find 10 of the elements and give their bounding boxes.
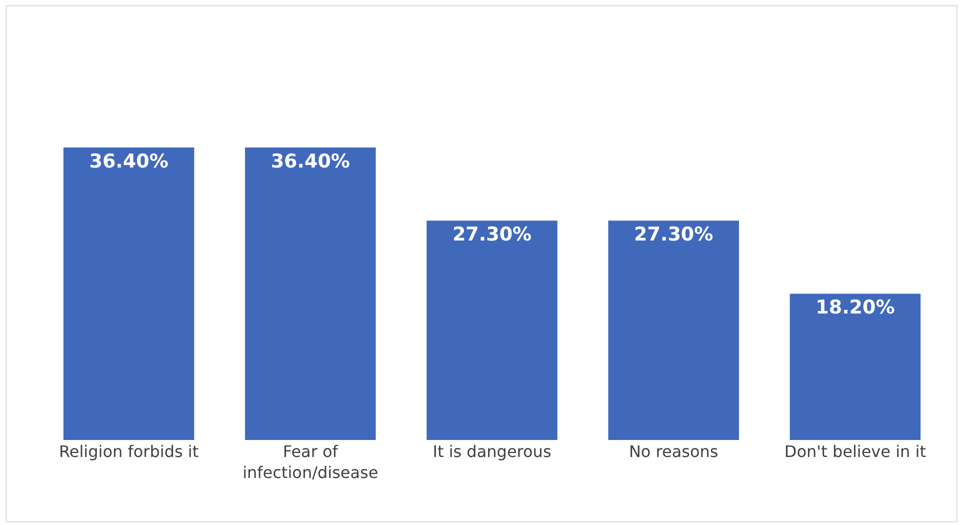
data-label: 27.30% [452, 224, 532, 246]
data-label: 27.30% [634, 224, 714, 246]
x-tick-label: No reasons [628, 442, 718, 461]
x-tick-label: Religion forbids it [58, 442, 199, 461]
x-tick-label: Don't believe in it [784, 442, 926, 461]
data-label: 36.40% [89, 150, 168, 172]
x-tick-label: It is dangerous [432, 442, 552, 461]
x-tick-label: Fear of infection/disease [242, 442, 378, 482]
data-label: 18.20% [816, 296, 895, 319]
data-label: 36.40% [270, 150, 350, 172]
